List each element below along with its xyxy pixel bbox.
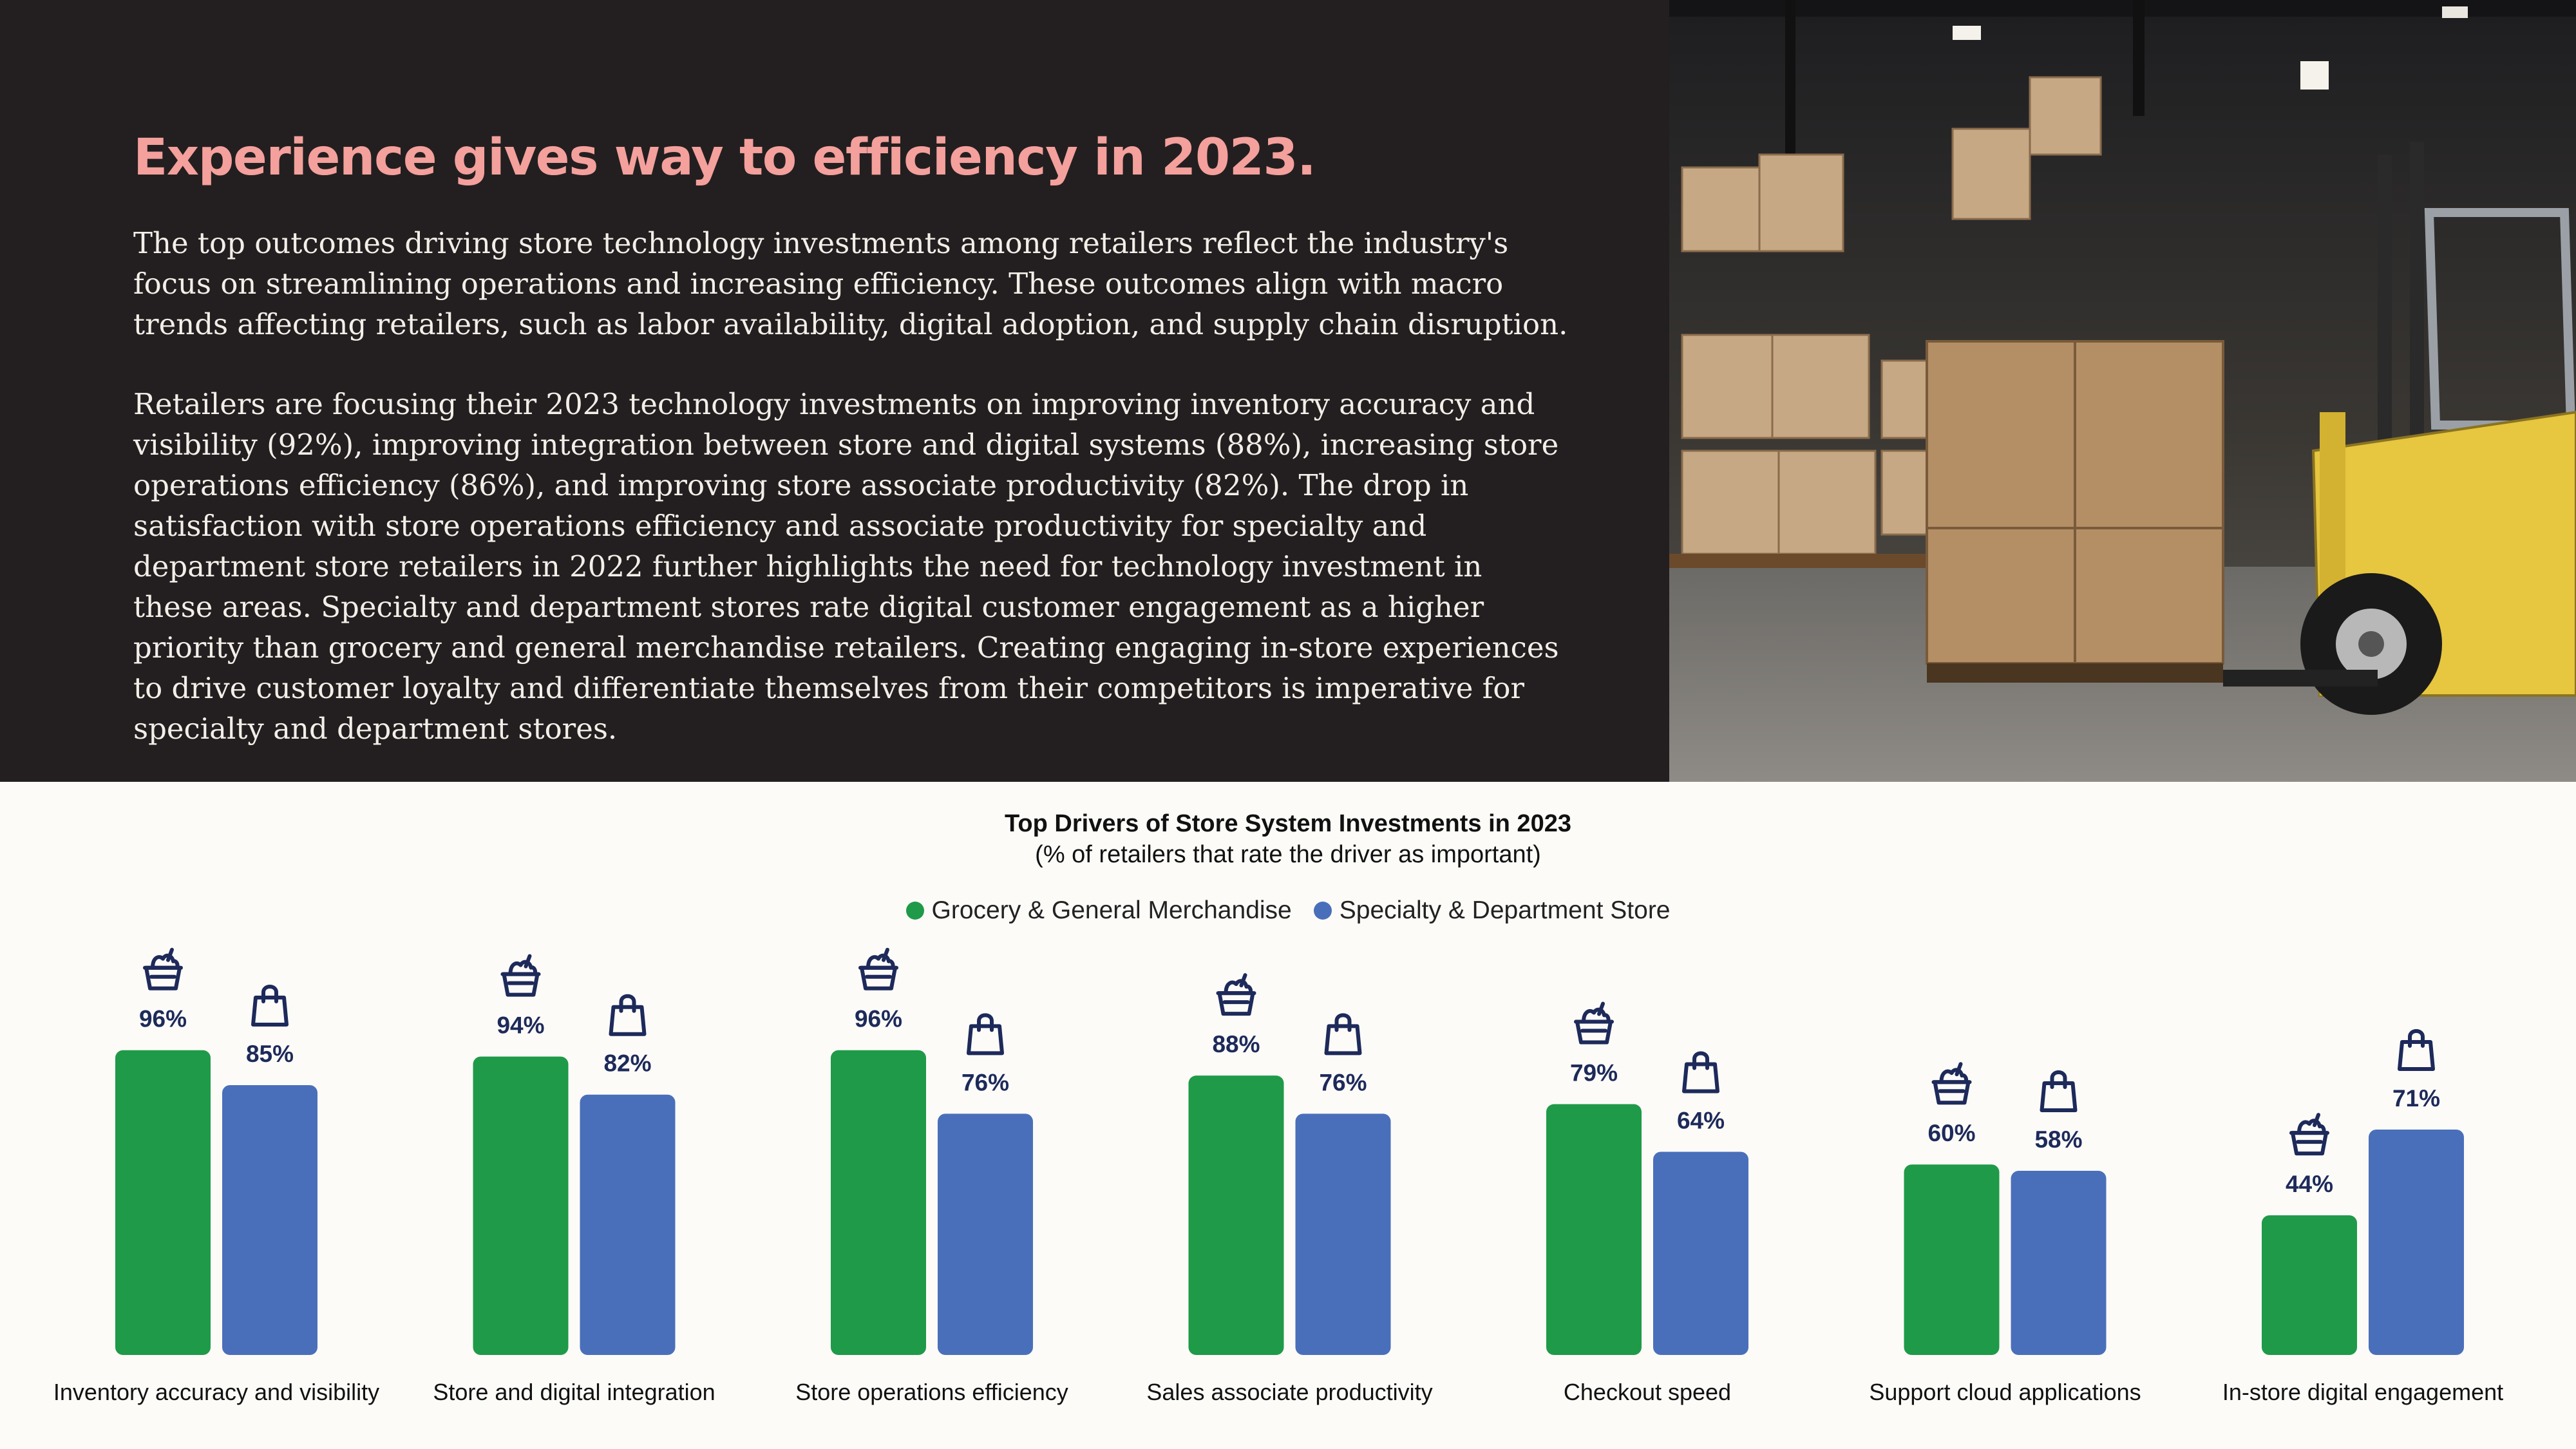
legend-swatch-grocery: [905, 902, 924, 920]
shopping-bag-icon-4-handle: [1692, 1051, 1709, 1070]
bar-grocery-0: [115, 1050, 211, 1355]
bar-grocery-6: [2262, 1215, 2357, 1355]
bar-specialty-1: [580, 1094, 676, 1355]
bar-specialty-5: [2011, 1171, 2107, 1355]
category-label-3: Sales associate productivity: [1146, 1379, 1432, 1405]
grocery-basket-icon-5-stem: [1955, 1062, 1963, 1077]
intro-panel: Experience gives way to efficiency in 20…: [0, 0, 1669, 782]
shopping-bag-icon-3-body: [1324, 1024, 1362, 1056]
legend-swatch-specialty: [1313, 902, 1332, 920]
category-label-6: In-store digital engagement: [2222, 1379, 2503, 1405]
shopping-bag-icon-4-body: [1682, 1062, 1719, 1094]
shopping-bag-icon-3: [1324, 1013, 1362, 1056]
data-label-specialty-1: 82%: [603, 1050, 651, 1077]
bar-specialty-6: [2369, 1129, 2464, 1355]
bar-grocery-5: [1904, 1164, 2000, 1355]
grocery-basket-icon-5: [1931, 1062, 1972, 1105]
data-label-specialty-2: 76%: [961, 1069, 1009, 1095]
data-label-grocery-4: 79%: [1570, 1060, 1618, 1086]
chart-title: Top Drivers of Store System Investments …: [1005, 810, 1571, 837]
data-label-grocery-3: 88%: [1212, 1031, 1260, 1057]
bar-grocery-1: [473, 1056, 569, 1355]
category-label-5: Support cloud applications: [1869, 1379, 2141, 1405]
shopping-bag-icon-5: [2040, 1070, 2078, 1113]
grocery-basket-icon-2: [858, 947, 898, 990]
data-label-grocery-1: 94%: [497, 1012, 544, 1039]
data-label-specialty-0: 85%: [246, 1041, 294, 1067]
shopping-bag-icon-2-handle: [977, 1013, 994, 1032]
shopping-bag-icon-5-body: [2040, 1081, 2078, 1113]
grocery-basket-icon-6: [2289, 1113, 2329, 1156]
shopping-bag-icon-6-body: [2398, 1039, 2435, 1071]
data-label-grocery-5: 60%: [1927, 1120, 1975, 1146]
shopping-bag-icon-0-handle: [261, 984, 278, 1003]
bar-grocery-4: [1546, 1104, 1642, 1355]
grocery-basket-icon-0: [143, 947, 183, 990]
page-headline: Experience gives way to efficiency in 20…: [133, 129, 1316, 187]
intro-paragraph-2: Retailers are focusing their 2023 techno…: [133, 387, 1559, 746]
bar-grocery-2: [831, 1050, 926, 1355]
category-label-1: Store and digital integration: [433, 1379, 715, 1405]
warehouse-forklift-photo: [1669, 0, 2576, 782]
shopping-bag-icon-6: [2398, 1029, 2435, 1071]
shopping-bag-icon-5-handle: [2050, 1070, 2067, 1090]
data-label-grocery-0: 96%: [139, 1006, 187, 1032]
chart-legend: Grocery & General Merchandise Specialty …: [0, 896, 2576, 925]
data-label-specialty-3: 76%: [1319, 1069, 1367, 1095]
bar-specialty-0: [222, 1084, 317, 1355]
grocery-basket-icon-3: [1216, 973, 1256, 1016]
legend-item-specialty: Specialty & Department Store: [1313, 896, 1671, 925]
shopping-bag-icon-1-handle: [619, 994, 636, 1013]
grocery-basket-icon-3-stem: [1239, 973, 1247, 988]
shopping-bag-icon-4: [1682, 1051, 1719, 1094]
legend-label-grocery: Grocery & General Merchandise: [931, 896, 1292, 924]
bar-grocery-3: [1188, 1075, 1284, 1355]
shopping-bag-icon-1: [609, 994, 647, 1036]
data-label-specialty-4: 64%: [1677, 1107, 1725, 1133]
shopping-bag-icon-0-body: [251, 995, 289, 1027]
category-label-0: Inventory accuracy and visibility: [53, 1379, 379, 1405]
bar-specialty-2: [938, 1113, 1033, 1355]
bar-specialty-4: [1653, 1151, 1748, 1355]
shopping-bag-icon-1-body: [609, 1005, 647, 1036]
chart-subtitle: (% of retailers that rate the driver as …: [1035, 841, 1541, 868]
intro-paragraph-1: The top outcomes driving store technolog…: [133, 226, 1568, 341]
grocery-basket-icon-0-stem: [166, 947, 174, 962]
grocery-basket-icon-2-stem: [882, 947, 889, 962]
data-label-grocery-6: 44%: [2286, 1171, 2333, 1197]
legend-label-specialty: Specialty & Department Store: [1339, 896, 1671, 924]
grocery-basket-icon-4-stem: [1597, 1001, 1605, 1016]
data-label-specialty-6: 71%: [2392, 1085, 2440, 1112]
data-label-grocery-2: 96%: [855, 1006, 902, 1032]
data-label-specialty-5: 58%: [2034, 1126, 2082, 1153]
shopping-bag-icon-3-handle: [1334, 1013, 1352, 1032]
shopping-bag-icon-2-body: [967, 1024, 1004, 1056]
category-label-2: Store operations efficiency: [795, 1379, 1068, 1405]
category-label-4: Checkout speed: [1564, 1379, 1731, 1405]
shopping-bag-icon-6-handle: [2408, 1029, 2425, 1048]
bar-specialty-3: [1295, 1113, 1391, 1355]
grocery-basket-icon-1-stem: [524, 954, 532, 969]
grocery-basket-icon-6-stem: [2313, 1113, 2320, 1128]
grocery-basket-icon-1: [500, 954, 541, 997]
legend-item-grocery: Grocery & General Merchandise: [905, 896, 1292, 925]
shopping-bag-icon-0: [251, 984, 289, 1027]
grocery-basket-icon-4: [1574, 1001, 1614, 1045]
shopping-bag-icon-2: [967, 1013, 1004, 1056]
